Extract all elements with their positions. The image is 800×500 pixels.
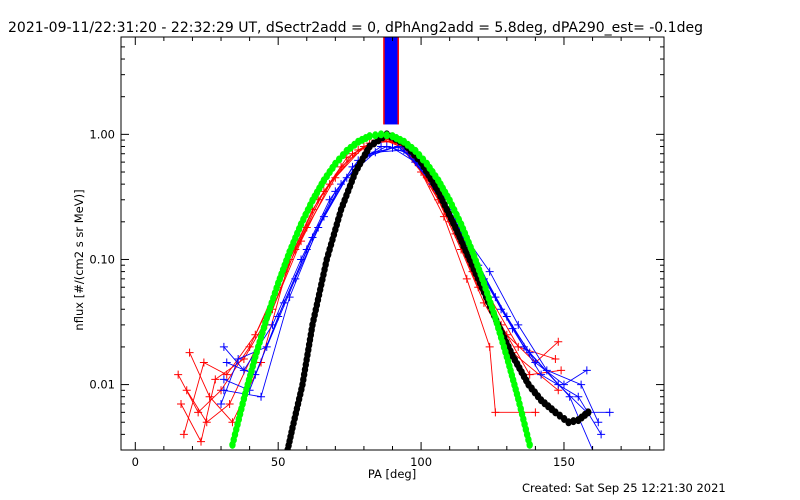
blue-2-point [574, 392, 583, 401]
blue-4-point [491, 293, 500, 302]
red-3-point [531, 408, 540, 417]
created-timestamp: Created: Sat Sep 25 12:21:30 2021 [522, 481, 726, 495]
blue-5-point [542, 366, 551, 375]
blue-5-point [371, 148, 380, 157]
blue-2-point [537, 370, 546, 379]
x-tick-label: 100 [410, 455, 432, 469]
x-axis-label: PA [deg] [368, 467, 416, 481]
green-fit-point [526, 440, 533, 449]
red-2-point [179, 430, 188, 439]
red-4-point [354, 145, 363, 154]
red-2-point [222, 370, 231, 379]
blue-5-point [219, 386, 228, 395]
red-3-point [205, 392, 214, 401]
y-axis-label: nflux [#/(cm2 s sr MeV)] [72, 189, 86, 330]
red-2-point [199, 358, 208, 367]
y-tick-label: 1.00 [89, 127, 115, 141]
blue-4-point [308, 233, 317, 242]
green-fit-point [377, 130, 385, 139]
blue-5-point [485, 267, 494, 276]
black-fit-point [565, 418, 572, 427]
y-tick-label: 0.10 [89, 252, 115, 266]
red-1-point [174, 370, 183, 379]
red-2-line [183, 140, 559, 435]
blue-4-point [519, 342, 528, 351]
red-5-line [186, 138, 556, 423]
blue-5-point [514, 320, 523, 329]
green-fit-point [383, 131, 390, 140]
blue-5-point [342, 173, 351, 182]
chart-title: 2021-09-11/22:31:20 - 22:32:29 UT, dSect… [8, 20, 703, 36]
blue-1-line [223, 146, 588, 386]
blue-5-line [223, 149, 599, 423]
red-5-point [182, 386, 191, 395]
red-4-point [211, 375, 220, 384]
red-3-point [485, 342, 494, 351]
red-5-point [348, 149, 357, 158]
x-tick-label: 50 [271, 455, 286, 469]
blue-2-point [219, 375, 228, 384]
blue-1-point [582, 366, 591, 375]
blue-2-point [597, 430, 606, 439]
blue-5-point [257, 392, 266, 401]
blue-3-point [217, 399, 226, 408]
axes-ticks: 0 50 100 150 0.01 0.10 1.00 [89, 36, 664, 469]
blue-4-point [605, 408, 614, 417]
red-3-point [462, 274, 471, 283]
blue-4-point [554, 380, 563, 389]
red-5-point [225, 399, 234, 408]
black-fit-point [570, 417, 577, 426]
plot-marks [174, 37, 614, 450]
red-5-point [551, 355, 560, 364]
blue-3-point [234, 355, 243, 364]
x-tick-label: 150 [553, 455, 575, 469]
x-tick-label: 0 [132, 455, 139, 469]
blue-3-point [565, 392, 574, 401]
red-1-point [554, 337, 563, 346]
red-4-point [197, 437, 206, 446]
green-fit-point [372, 131, 379, 140]
black-fit-point [585, 408, 592, 417]
red-4-line [180, 136, 562, 443]
red-5-point [202, 418, 211, 427]
y-tick-label: 0.01 [89, 378, 115, 392]
red-4-point [557, 366, 566, 375]
blue-3-point [377, 142, 386, 151]
red-3-point [185, 348, 194, 357]
red-4-point [177, 399, 186, 408]
green-fit-point [366, 132, 373, 141]
red-1-line [177, 138, 559, 414]
blue-4-point [279, 298, 288, 307]
pa-band [383, 37, 399, 125]
blue-5-point [285, 293, 294, 302]
blue-5-point [314, 223, 323, 232]
red-4-point [525, 370, 534, 379]
red-3-point [491, 408, 500, 417]
blue-5-point [577, 380, 586, 389]
blue-5-point [594, 418, 603, 427]
blue-1-point [219, 342, 228, 351]
blue-4-point [222, 358, 231, 367]
